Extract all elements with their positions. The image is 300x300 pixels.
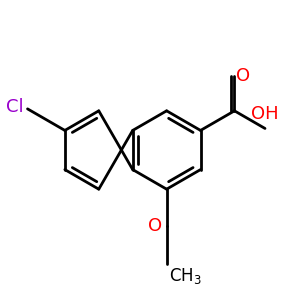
Text: O: O — [236, 67, 250, 85]
Text: O: O — [148, 218, 162, 236]
Text: OH: OH — [251, 105, 279, 123]
Text: CH$_3$: CH$_3$ — [169, 266, 201, 286]
Text: Cl: Cl — [6, 98, 24, 116]
